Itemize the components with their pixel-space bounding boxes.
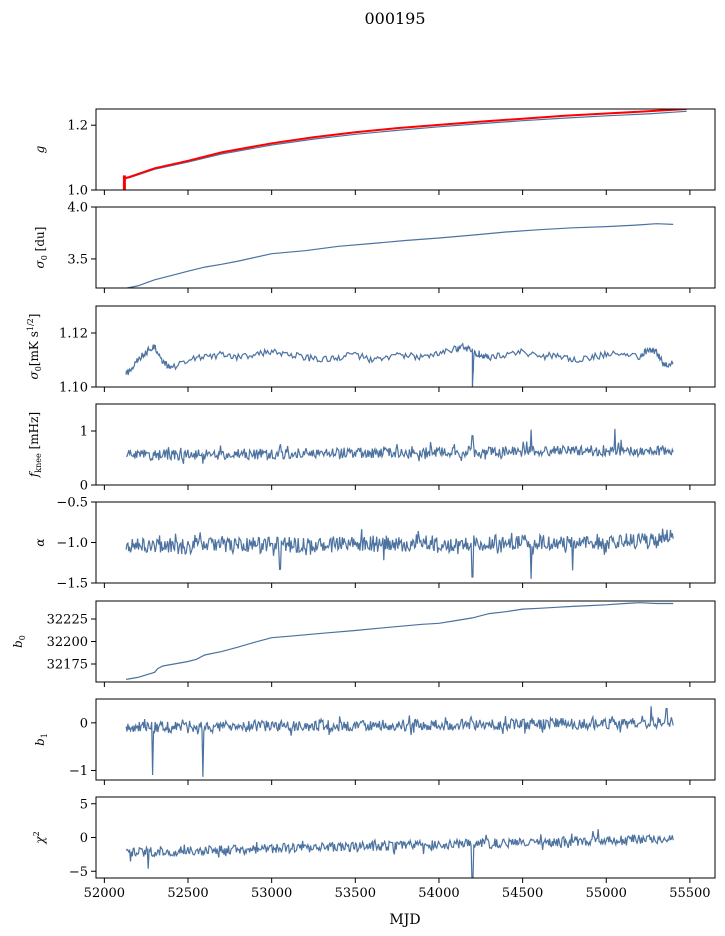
panel-2: 3.5 4.0 σ0 [du] [33,201,716,293]
panel-3: 1.10 1.12 σ0[mK s1/2] [26,305,716,396]
axes-frame-4 [95,403,716,486]
y-axis-label-6: b0 [11,635,27,648]
x-tick-label-7: 55000 [586,886,627,901]
x-tick-label-3: 53000 [251,886,292,901]
y-axis-label-2: σ0 [du] [33,227,49,269]
y-tick-label-3-1: 1.10 [59,381,88,396]
y-tick-label-7-1: −1 [69,764,88,779]
series-line-2-1 [125,223,674,288]
panel-1: 1.0 1.2 g [33,108,716,199]
y-tick-label-1-1: 1.0 [67,184,88,199]
series-line-3-1 [125,342,674,387]
panel-8: −5 0 5 52000 52500 53000 53500 54000 54500 55000 5… [32,796,716,901]
series-line-6-1 [125,602,674,680]
y-axis-label-3: σ0[mK s1/2] [26,314,43,380]
y-tick-label-4-2: 1 [80,425,88,440]
y-tick-label-1-2: 1.2 [67,119,88,134]
series-line-5-1 [125,528,674,579]
x-tick-label-2: 52500 [167,886,208,901]
y-axis-label-7: b1 [33,733,49,746]
y-tick-label-8-1: −5 [69,865,88,880]
y-axis-label-8: χ2 [32,831,47,844]
y-tick-label-3-2: 1.12 [59,327,88,342]
series-line-4-1 [126,428,674,464]
y-tick-label-6-3: 32225 [47,613,88,628]
y-tick-label-7-2: 0 [80,716,88,731]
axes-frame-3 [95,305,716,388]
panel-6: 32175 32200 32225 b0 [11,600,716,687]
series-line-7-1 [125,706,674,777]
axes-frame-7 [95,698,716,781]
y-tick-label-8-2: 0 [80,831,88,846]
y-axis-label-4: fknee [mHz] [27,412,43,478]
x-tick-label-8: 55500 [669,886,710,901]
panels: 1.0 1.2 g 3.5 4.0 σ0 [du] 1.10 1.12 σ0[mK s1/2] 0… [11,108,716,901]
panel-7: −1 0 b1 [33,698,716,785]
panel-5: −1.5 −1.0 −0.5 α [33,496,716,592]
series-line-8-1 [125,829,674,878]
axes-frame-2 [95,206,716,289]
y-tick-label-6-2: 32200 [47,635,88,650]
x-tick-label-5: 54000 [418,886,459,901]
x-tick-label-4: 53500 [335,886,376,901]
y-tick-label-4-1: 0 [80,479,88,494]
axes-frame-6 [95,600,716,683]
x-tick-label-6: 54500 [502,886,543,901]
axes-frame-1 [95,108,716,191]
figure-title: 000195 [364,9,425,28]
x-axis-label: MJD [389,912,420,928]
y-tick-label-8-3: 5 [80,797,88,812]
y-axis-label-1: g [33,145,47,153]
y-tick-label-2-2: 4.0 [67,201,88,216]
y-axis-label-5: α [33,538,47,546]
y-tick-label-5-3: −0.5 [56,496,88,511]
y-tick-label-5-1: −1.5 [56,577,88,592]
axes-frame-8 [95,796,716,879]
series-line-1-2 [125,109,687,179]
y-tick-label-6-1: 32175 [47,658,88,673]
x-tick-label-1: 52000 [84,886,125,901]
y-tick-label-2-1: 3.5 [67,252,88,267]
y-tick-label-5-2: −1.0 [56,536,88,551]
series-line-1-1 [125,110,687,180]
panel-4: 0 1 fknee [mHz] [27,403,716,494]
